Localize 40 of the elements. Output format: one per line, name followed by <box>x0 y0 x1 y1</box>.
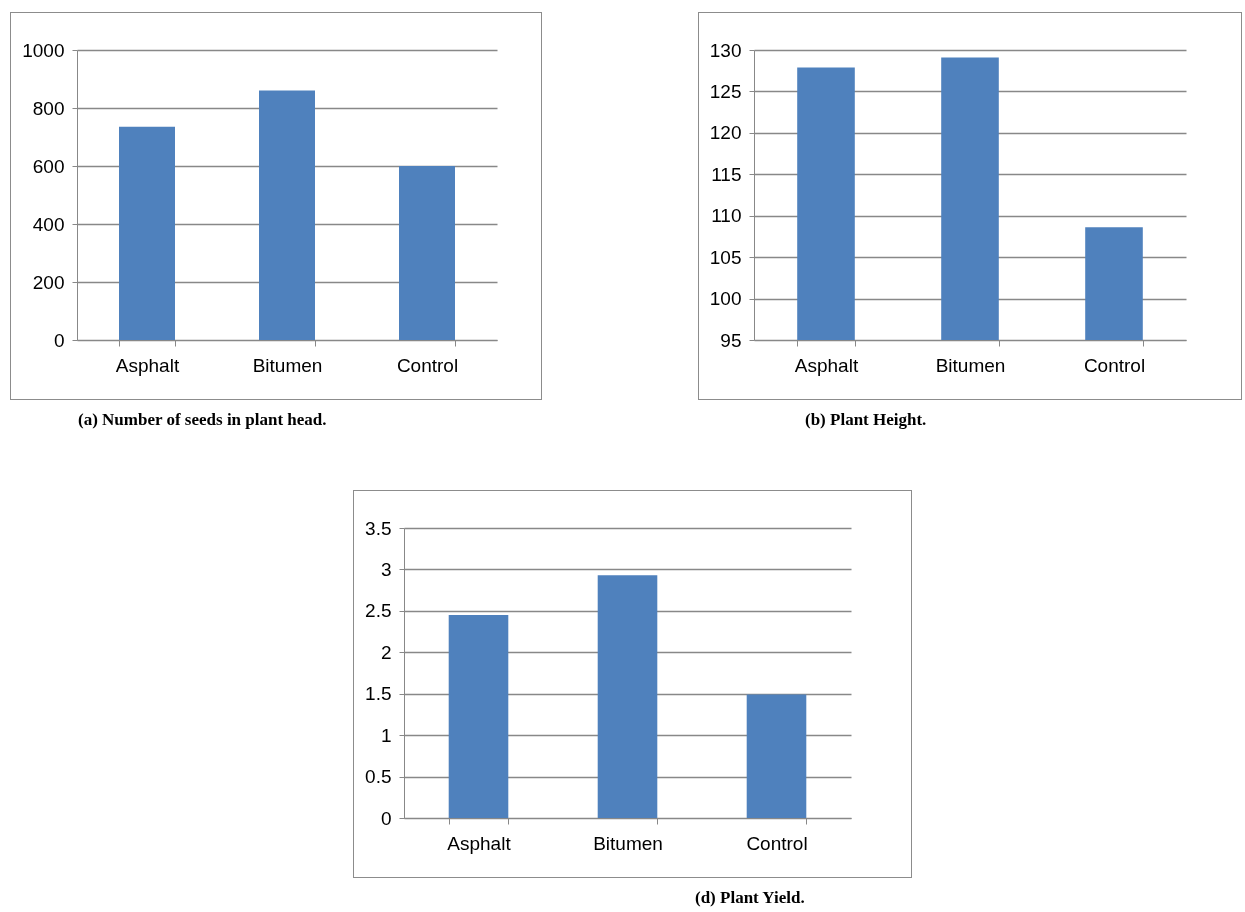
y-tick-label: 105 <box>709 246 742 268</box>
x-tick-label: Asphalt <box>794 354 859 376</box>
bar <box>119 126 175 340</box>
text: (a) Number of seeds in plant head. <box>78 410 327 430</box>
x-tick-label: Control <box>396 354 459 376</box>
x-tick-label: Control <box>746 832 808 854</box>
y-tick-label: 3.5 <box>365 517 392 539</box>
x-tick-label: Bitumen <box>935 354 1006 376</box>
bar <box>399 166 455 340</box>
bar <box>259 90 315 340</box>
y-tick-label: 110 <box>711 205 742 227</box>
y-tick-label: 3 <box>380 558 392 580</box>
y-tick-label: 95 <box>720 329 742 351</box>
text: (d) Plant Yield. <box>695 888 805 908</box>
bar <box>597 575 658 818</box>
y-tick-label: 2.5 <box>365 600 392 622</box>
y-tick-label: 115 <box>711 163 742 185</box>
y-tick-label: 125 <box>709 80 742 102</box>
y-tick-label: 0 <box>380 807 392 829</box>
x-tick-label: Asphalt <box>447 832 512 854</box>
y-tick-label: 600 <box>32 155 65 177</box>
y-tick-label: 0 <box>53 329 65 351</box>
bar <box>448 615 509 818</box>
y-tick-label: 100 <box>709 288 742 310</box>
x-tick-label: Control <box>1083 354 1146 376</box>
y-tick-label: 800 <box>32 97 65 119</box>
y-tick-label: 400 <box>32 213 65 235</box>
x-tick-label: Asphalt <box>115 354 180 376</box>
y-tick-label: 2 <box>380 641 392 663</box>
x-tick-label: Bitumen <box>593 832 663 854</box>
y-tick-label: 200 <box>32 271 65 293</box>
y-tick-label: 1.5 <box>365 683 392 705</box>
y-tick-label: 1000 <box>22 39 65 61</box>
x-tick-label: Bitumen <box>252 354 323 376</box>
y-tick-label: 1 <box>380 724 392 746</box>
text: (b) Plant Height. <box>805 410 927 430</box>
y-tick-label: 0.5 <box>365 766 392 788</box>
bar <box>746 694 807 818</box>
y-tick-label: 130 <box>709 39 742 61</box>
y-tick-label: 120 <box>709 122 742 144</box>
